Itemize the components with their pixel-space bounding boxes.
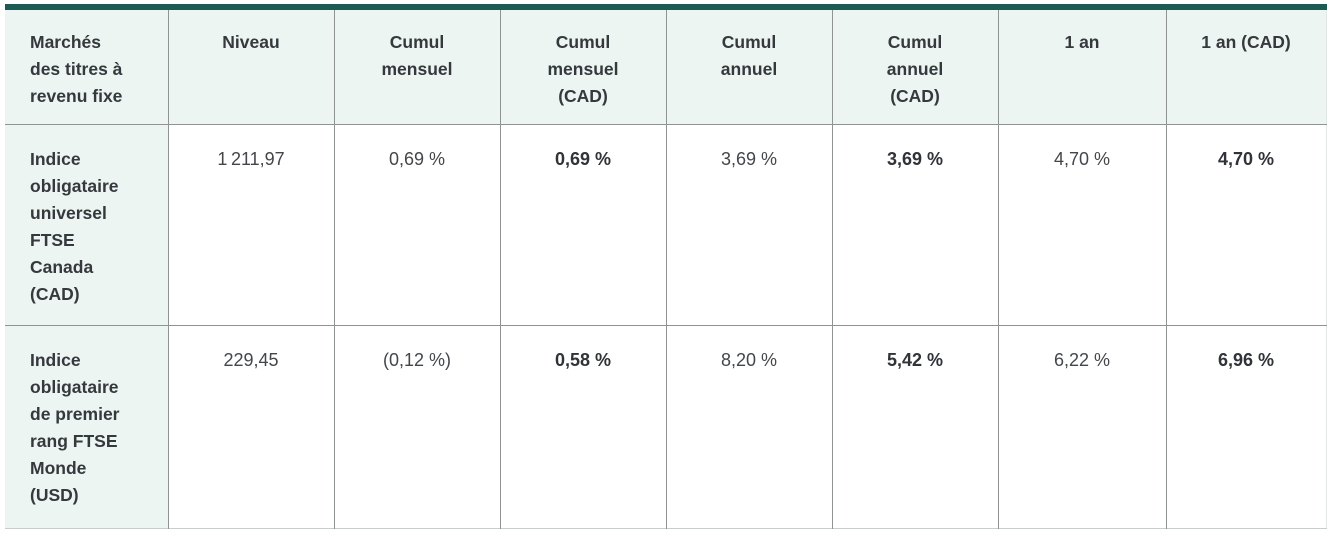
value-cell-cumul-mensuel: 0,69 % <box>333 124 500 326</box>
value-cell-cumul-annuel-cad: 3,69 % <box>831 124 998 326</box>
value-cell-cumul-annuel: 8,20 % <box>665 325 832 529</box>
value-cell-cumul-annuel-cad: 5,42 % <box>831 325 998 529</box>
header-cell-cumul-mensuel-cad: Cumul mensuel (CAD) <box>499 7 666 125</box>
table-header-row: Marchés des titres à revenu fixe Niveau … <box>5 7 1326 125</box>
header-cell-cumul-mensuel: Cumul mensuel <box>333 7 500 125</box>
header-cell-1an: 1 an <box>997 7 1166 125</box>
row-label: Indice obligataire universel FTSE Canada… <box>5 124 168 326</box>
value-cell-niveau: 229,45 <box>167 325 334 529</box>
value-cell-cumul-mensuel-cad: 0,69 % <box>499 124 666 326</box>
row-label: Indice obligataire de premier rang FTSE … <box>5 325 168 529</box>
header-cell-niveau: Niveau <box>167 7 334 125</box>
value-cell-niveau: 1 211,97 <box>167 124 334 326</box>
fixed-income-table: Marchés des titres à revenu fixe Niveau … <box>5 4 1327 529</box>
value-cell-cumul-mensuel: (0,12 %) <box>333 325 500 529</box>
table-row: Indice obligataire de premier rang FTSE … <box>5 325 1326 529</box>
table-row: Indice obligataire universel FTSE Canada… <box>5 124 1326 326</box>
header-cell-cumul-annuel-cad: Cumul annuel (CAD) <box>831 7 998 125</box>
header-cell-markets: Marchés des titres à revenu fixe <box>5 7 168 125</box>
value-cell-1an-cad: 6,96 % <box>1165 325 1326 529</box>
value-cell-1an: 4,70 % <box>997 124 1166 326</box>
value-cell-1an: 6,22 % <box>997 325 1166 529</box>
value-cell-1an-cad: 4,70 % <box>1165 124 1326 326</box>
value-cell-cumul-mensuel-cad: 0,58 % <box>499 325 666 529</box>
header-cell-cumul-annuel: Cumul annuel <box>665 7 832 125</box>
header-cell-1an-cad: 1 an (CAD) <box>1165 7 1326 125</box>
value-cell-cumul-annuel: 3,69 % <box>665 124 832 326</box>
